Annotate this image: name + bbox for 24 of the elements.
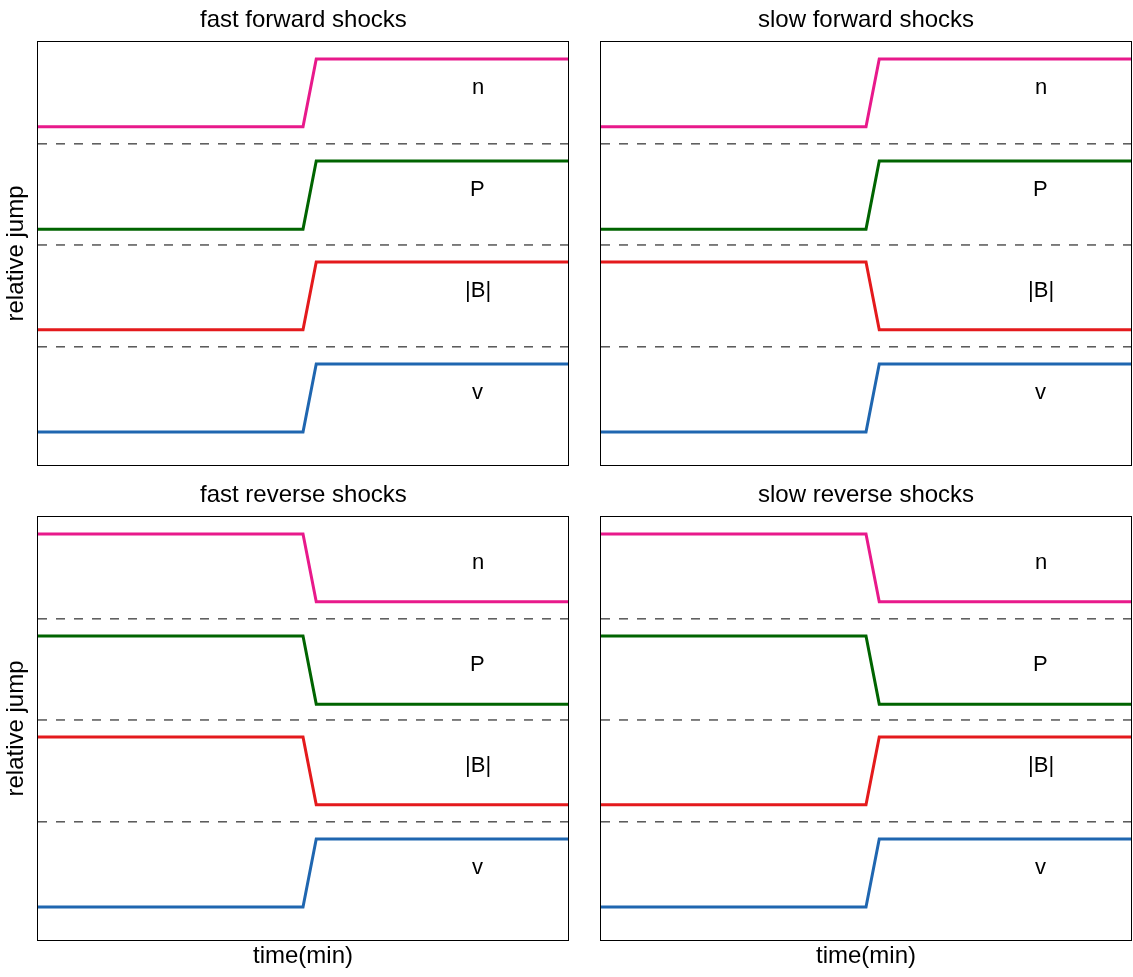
series-label: |B|	[465, 277, 492, 302]
y-axis-title: relative jump	[1, 660, 29, 797]
series-label: n	[472, 549, 485, 574]
series-label: v	[472, 379, 483, 404]
series-label: v	[1035, 379, 1046, 404]
series-label: |B|	[1028, 277, 1055, 302]
x-axis-title: time(min)	[816, 941, 916, 969]
series-label: n	[1035, 74, 1048, 99]
series-label: v	[1035, 854, 1046, 879]
series-label: |B|	[1028, 752, 1055, 777]
series-label: P	[470, 176, 485, 201]
chart-title: slow forward shocks	[758, 5, 975, 32]
chart-title: fast reverse shocks	[200, 480, 407, 507]
series-label: n	[472, 74, 485, 99]
chart-title: fast forward shocks	[200, 5, 407, 32]
series-label: P	[1033, 176, 1048, 201]
series-label: P	[1033, 651, 1048, 676]
series-label: P	[470, 651, 485, 676]
series-label: |B|	[465, 752, 492, 777]
x-axis-title: time(min)	[253, 941, 353, 969]
chart-title: slow reverse shocks	[758, 480, 975, 507]
y-axis-title: relative jump	[1, 185, 29, 322]
series-label: n	[1035, 549, 1048, 574]
series-label: v	[472, 854, 483, 879]
